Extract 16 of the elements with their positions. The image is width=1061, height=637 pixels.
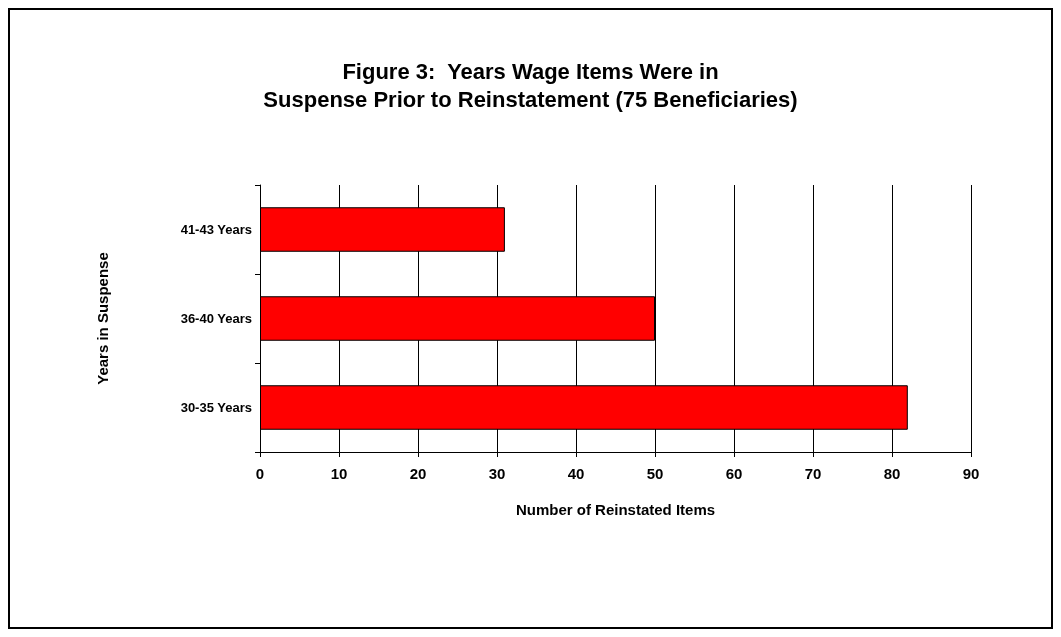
- chart-title: Figure 3: Years Wage Items Were in Suspense Prior to Reinstatement (75 Beneficiaries): [263, 58, 798, 112]
- y-tick-label: 30-35 Years: [180, 400, 252, 415]
- y-tick-label: 36-40 Years: [180, 311, 252, 326]
- x-tick-label: 40: [567, 465, 585, 482]
- x-tick-label: 0: [255, 465, 265, 482]
- x-tick-label: 20: [409, 465, 427, 482]
- x-tick-label: 30: [488, 465, 506, 482]
- y-axis-title: Years in Suspense: [94, 252, 111, 385]
- x-axis-title: Number of Reinstated Items: [515, 501, 716, 518]
- x-tick-label: 80: [883, 465, 901, 482]
- y-tick-label: 41-43 Years: [180, 222, 252, 237]
- x-tick-label: 50: [646, 465, 664, 482]
- x-tick-label: 60: [725, 465, 743, 482]
- x-tick-label: 10: [330, 465, 348, 482]
- x-tick-label: 70: [804, 465, 822, 482]
- x-tick-label: 90: [962, 465, 980, 482]
